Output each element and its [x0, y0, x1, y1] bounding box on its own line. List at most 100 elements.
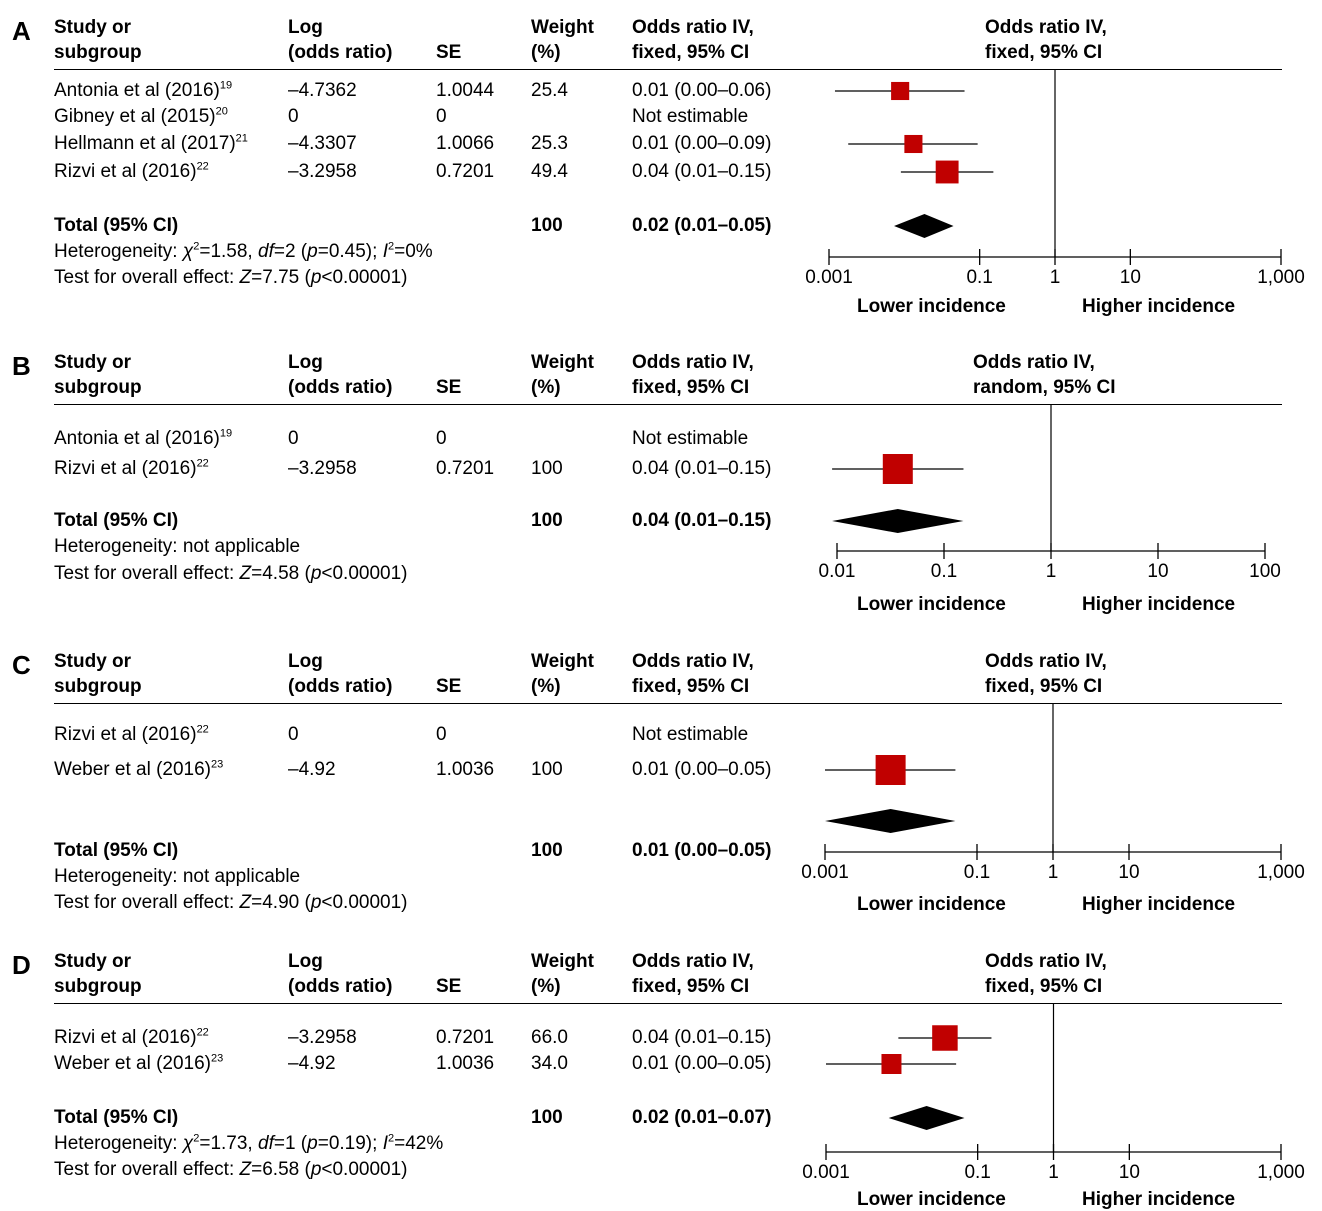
total-ci-text: 0.04 (0.01–0.15): [632, 510, 772, 531]
study-ref: 23: [211, 1052, 224, 1065]
het-i-exp: 2: [387, 1132, 395, 1145]
header-or-plot: fixed, 95% CI: [985, 676, 1103, 697]
study-ci-text: Not estimable: [632, 106, 749, 127]
het-p-value: =0.45);: [317, 241, 383, 262]
x-tick-label: 0.1: [930, 561, 958, 582]
overall-prefix: Test for overall effect:: [54, 267, 240, 288]
study-log-or: 0: [288, 106, 299, 127]
het-prefix: Heterogeneity: not applicable: [54, 536, 301, 557]
study-marker: [881, 1054, 902, 1074]
study-ref: 19: [219, 79, 233, 92]
header-rule: [54, 69, 1282, 70]
study-ci-text: 0.01 (0.00–0.05): [632, 759, 772, 780]
overall-effect: Test for overall effect: Z=6.58 (p<0.000…: [54, 1159, 408, 1181]
header-or-plot: fixed, 95% CI: [985, 976, 1103, 997]
footer-lower-incidence: Lower incidence: [857, 1189, 1006, 1210]
study-label: Gibney et al (2015): [54, 106, 216, 127]
header-log: (odds ratio): [288, 676, 393, 697]
header-se: SE: [436, 676, 462, 697]
study-weight: 100: [531, 458, 563, 479]
het-df-value: =2 (: [273, 241, 308, 262]
heterogeneity: Heterogeneity: not applicable: [54, 866, 300, 888]
study-se: 1.0036: [436, 1053, 495, 1074]
study-name: Rizvi et al (2016)22: [54, 1027, 209, 1049]
header-log: Log: [288, 951, 323, 972]
header-weight: (%): [531, 42, 561, 63]
header-study: Study or: [54, 352, 132, 373]
study-marker: [891, 81, 910, 101]
header-weight: (%): [531, 976, 561, 997]
het-i-value: =0%: [394, 241, 433, 262]
overall-prefix: Test for overall effect:: [54, 563, 240, 584]
overall-p-value: <0.00001): [321, 563, 408, 584]
het-chi: χ: [182, 1133, 194, 1154]
study-se: 1.0066: [436, 133, 495, 154]
overall-z-value: =4.90 (: [251, 892, 311, 913]
header-rule: [54, 1003, 1282, 1004]
study-ref: 22: [196, 1026, 209, 1039]
overall-p: p: [310, 892, 322, 913]
study-log-or: –4.7362: [288, 80, 357, 101]
study-ci-text: Not estimable: [632, 724, 749, 745]
het-df-value: =1 (: [273, 1133, 308, 1154]
overall-p: p: [310, 1159, 322, 1180]
study-ci-text: 0.01 (0.00–0.06): [632, 80, 772, 101]
panel-letter: C: [12, 650, 31, 680]
overall-prefix: Test for overall effect:: [54, 892, 240, 913]
x-tick-label: 10: [1147, 561, 1169, 582]
header-weight: Weight: [531, 651, 594, 672]
total-weight: 100: [531, 1107, 563, 1128]
header-or-plot: random, 95% CI: [973, 377, 1116, 398]
het-chi-exp: 2: [193, 1132, 200, 1145]
study-name: Gibney et al (2015)20: [54, 106, 228, 128]
header-rule: [54, 703, 1282, 704]
x-tick-label: 1,000: [1257, 1162, 1305, 1183]
study-weight: 66.0: [531, 1027, 568, 1048]
study-name: Rizvi et al (2016)22: [54, 458, 209, 480]
study-name: Weber et al (2016)23: [54, 1053, 223, 1075]
total-label: Total (95% CI): [54, 840, 179, 861]
study-weight: 49.4: [531, 161, 568, 182]
header-or-plot: Odds ratio IV,: [985, 951, 1107, 972]
total-ci-text: 0.01 (0.00–0.05): [632, 840, 772, 861]
header-or-plot: Odds ratio IV,: [973, 352, 1095, 373]
header-or-text: Odds ratio IV,: [632, 951, 754, 972]
overall-z: Z: [239, 1159, 252, 1180]
study-ci-text: 0.04 (0.01–0.15): [632, 161, 772, 182]
study-name: Rizvi et al (2016)22: [54, 161, 209, 183]
study-label: Weber et al (2016): [54, 1053, 212, 1074]
study-label: Antonia et al (2016): [54, 428, 220, 449]
study-ref: 22: [196, 457, 209, 470]
total-label: Total (95% CI): [54, 215, 179, 236]
header-or-plot: Odds ratio IV,: [985, 17, 1107, 38]
header-study: subgroup: [54, 676, 142, 697]
overall-z-value: =7.75 (: [251, 267, 311, 288]
study-se: 0: [436, 106, 447, 127]
footer-higher-incidence: Higher incidence: [1082, 594, 1236, 615]
total-diamond: [888, 1106, 965, 1130]
overall-z-value: =4.58 (: [251, 563, 311, 584]
overall-effect: Test for overall effect: Z=4.90 (p<0.000…: [54, 892, 408, 914]
x-tick-label: 0.1: [963, 862, 991, 883]
heterogeneity: Heterogeneity: not applicable: [54, 536, 300, 558]
total-diamond: [832, 509, 964, 533]
header-or-text: fixed, 95% CI: [632, 976, 750, 997]
het-i: I: [382, 241, 388, 262]
x-tick-label: 0.1: [966, 267, 993, 288]
header-or-text: fixed, 95% CI: [632, 377, 750, 398]
header-log: Log: [288, 651, 323, 672]
x-tick-label: 10: [1119, 267, 1141, 288]
study-weight: 25.4: [531, 80, 568, 101]
overall-p: p: [310, 267, 322, 288]
study-name: Antonia et al (2016)19: [54, 80, 232, 102]
study-se: 0: [436, 724, 447, 745]
study-label: Weber et al (2016): [54, 759, 212, 780]
header-log: Log: [288, 17, 323, 38]
x-tick-label: 1,000: [1257, 862, 1305, 883]
panel-letter: B: [12, 351, 31, 381]
het-i: I: [382, 1133, 388, 1154]
study-ref: 19: [219, 427, 233, 440]
study-ci-text: 0.04 (0.01–0.15): [632, 1027, 772, 1048]
overall-p-value: <0.00001): [321, 1159, 408, 1180]
study-log-or: 0: [288, 428, 299, 449]
